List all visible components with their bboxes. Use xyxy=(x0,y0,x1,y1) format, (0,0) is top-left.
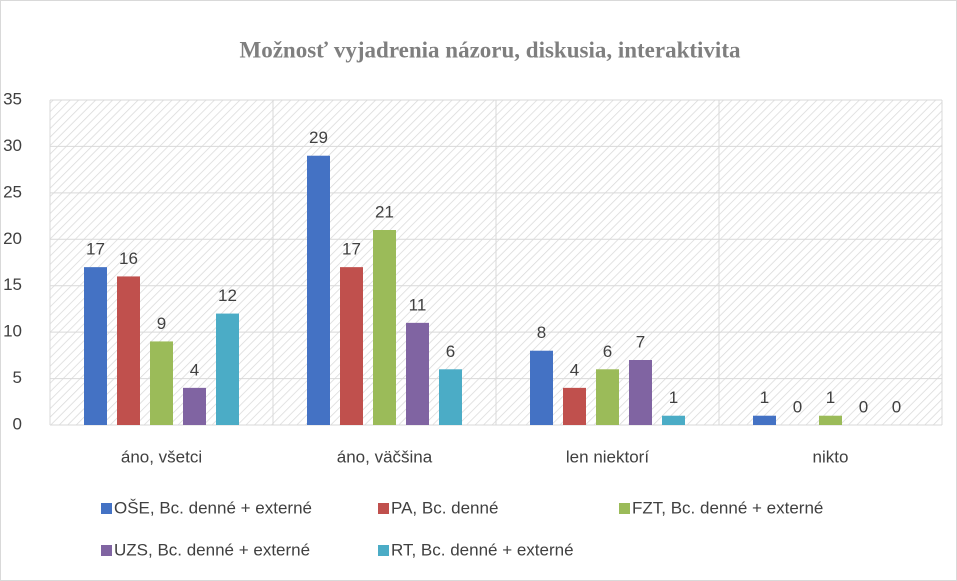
bar xyxy=(596,369,619,425)
legend-label: RT, Bc. denné + externé xyxy=(391,540,574,559)
chart-title: Možnosť vyjadrenia názoru, diskusia, int… xyxy=(240,37,741,62)
bar xyxy=(307,155,330,425)
legend-swatch xyxy=(101,503,112,514)
data-label: 1 xyxy=(826,388,835,407)
legend-swatch xyxy=(619,503,630,514)
y-tick-label: 20 xyxy=(3,229,22,248)
bar xyxy=(439,369,462,425)
legend-label: PA, Bc. denné xyxy=(391,498,498,517)
data-label: 1 xyxy=(669,388,678,407)
data-label: 17 xyxy=(86,240,105,259)
y-tick-label: 0 xyxy=(13,414,22,433)
legend-swatch xyxy=(378,545,389,556)
y-tick-label: 25 xyxy=(3,182,22,201)
bar xyxy=(340,267,363,425)
bar xyxy=(84,267,107,425)
bar xyxy=(530,350,553,425)
y-tick-label: 35 xyxy=(3,89,22,108)
bar xyxy=(629,360,652,425)
data-label: 16 xyxy=(119,249,138,268)
data-label: 17 xyxy=(342,240,361,259)
legend-label: UZS, Bc. denné + externé xyxy=(114,540,310,559)
bar xyxy=(216,313,239,425)
x-tick-label: len niektorí xyxy=(566,447,649,466)
bar xyxy=(753,415,776,425)
data-label: 12 xyxy=(218,286,237,305)
data-label: 1 xyxy=(760,388,769,407)
data-label: 4 xyxy=(190,360,199,379)
bar xyxy=(373,230,396,425)
bar xyxy=(662,415,685,425)
legend-swatch xyxy=(101,545,112,556)
bar xyxy=(406,322,429,425)
x-tick-label: nikto xyxy=(813,447,849,466)
y-tick-label: 15 xyxy=(3,275,22,294)
bar xyxy=(183,387,206,425)
data-label: 8 xyxy=(537,323,546,342)
x-tick-label: áno, všetci xyxy=(121,447,202,466)
data-label: 6 xyxy=(446,342,455,361)
bar xyxy=(819,415,842,425)
bar xyxy=(563,387,586,425)
legend-swatch xyxy=(378,503,389,514)
bar xyxy=(150,341,173,425)
data-label: 0 xyxy=(859,397,868,416)
data-label: 6 xyxy=(603,342,612,361)
data-label: 11 xyxy=(409,295,427,314)
y-tick-label: 5 xyxy=(13,368,22,387)
data-label: 0 xyxy=(892,397,901,416)
x-tick-label: áno, väčšina xyxy=(337,447,433,466)
data-label: 29 xyxy=(309,128,328,147)
data-label: 7 xyxy=(636,332,645,351)
legend-label: FZT, Bc. denné + externé xyxy=(632,498,823,517)
data-label: 21 xyxy=(375,202,394,221)
data-label: 4 xyxy=(570,360,579,379)
bar xyxy=(117,276,140,425)
y-tick-label: 30 xyxy=(3,136,22,155)
data-label: 9 xyxy=(157,314,166,333)
data-label: 0 xyxy=(793,397,802,416)
y-tick-label: 10 xyxy=(3,322,22,341)
legend-label: OŠE, Bc. denné + externé xyxy=(114,498,312,517)
